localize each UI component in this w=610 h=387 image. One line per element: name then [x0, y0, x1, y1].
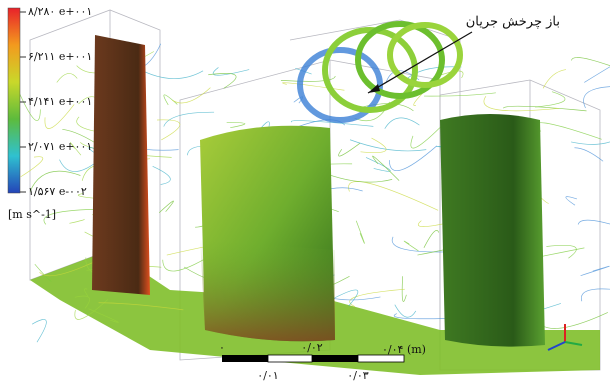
streamline [213, 67, 249, 75]
scale-label: ۰/۰۳ [347, 369, 369, 382]
streamline [361, 138, 387, 153]
blade-right [440, 114, 545, 347]
streamline [159, 201, 173, 213]
streamline [385, 118, 420, 129]
streamline [546, 245, 576, 258]
streamline [389, 146, 436, 171]
page: ۸/۲۸۰ e+۰۰۱ ۶/۲۱۱ e+۰۰۱ ۴/۱۴۱ e+۰۰۱ ۲/۰۷۱ e… [0, 0, 610, 387]
streamline [350, 140, 426, 151]
streamline [535, 92, 565, 107]
colorbar-label: ۸/۲۸۰ e+۰۰۱ [28, 5, 92, 18]
streamline [536, 312, 608, 328]
streamline [571, 123, 610, 145]
streamline [584, 64, 610, 82]
streamline [578, 220, 610, 227]
streamline [172, 88, 210, 103]
streamline [349, 182, 439, 211]
streamline [411, 125, 443, 148]
streamline [574, 148, 603, 162]
streamline [366, 157, 390, 171]
streamline [503, 106, 586, 111]
streamline [227, 123, 245, 128]
streamline [45, 104, 74, 128]
streamline [484, 96, 559, 111]
streamline [581, 289, 610, 301]
streamline [164, 95, 177, 105]
streamline [339, 143, 360, 156]
streamline [373, 156, 400, 181]
blade-middle-shade [200, 240, 335, 341]
scale-bar [222, 355, 404, 362]
streamline [424, 230, 439, 247]
streamline [543, 70, 566, 89]
streamline [536, 123, 601, 140]
streamline [321, 172, 393, 182]
streamline [32, 319, 46, 342]
scale-label: ۰/۰۴ (m) [382, 343, 426, 356]
streamline [571, 58, 610, 80]
blade-left [92, 35, 150, 295]
streamline [153, 166, 171, 184]
streamline [57, 73, 77, 82]
streamline [283, 83, 345, 91]
scale-label: ۰/۰۱ [257, 369, 278, 382]
scale-label: ۰/۰۲ [301, 341, 323, 354]
visualization: ۸/۲۸۰ e+۰۰۱ ۶/۲۱۱ e+۰۰۱ ۴/۱۴۱ e+۰۰۱ ۲/۰۷۱ e… [0, 0, 610, 387]
streamline [581, 266, 610, 275]
scale-label: ۰ [219, 341, 225, 354]
streamline [395, 305, 416, 318]
colorbar [8, 8, 20, 193]
streamline [69, 219, 84, 223]
colorbar-label: ۴/۱۴۱ e+۰۰۱ [28, 95, 92, 108]
swirl [300, 24, 460, 120]
annotation: باز چرخش جریان [466, 15, 560, 30]
streamline [21, 157, 43, 177]
colorbar-label: ۱/۵۶۷ e-۰۰۲ [28, 185, 87, 198]
streamline [566, 197, 577, 206]
streamline [356, 221, 364, 244]
colorbar-label: ۶/۲۱۱ e+۰۰۱ [28, 50, 92, 63]
streamline [157, 120, 180, 140]
colorbar-unit: [m s^-1] [8, 208, 56, 221]
colorbar-label: ۲/۰۷۱ e+۰۰۱ [28, 140, 92, 153]
streamline [164, 112, 214, 126]
